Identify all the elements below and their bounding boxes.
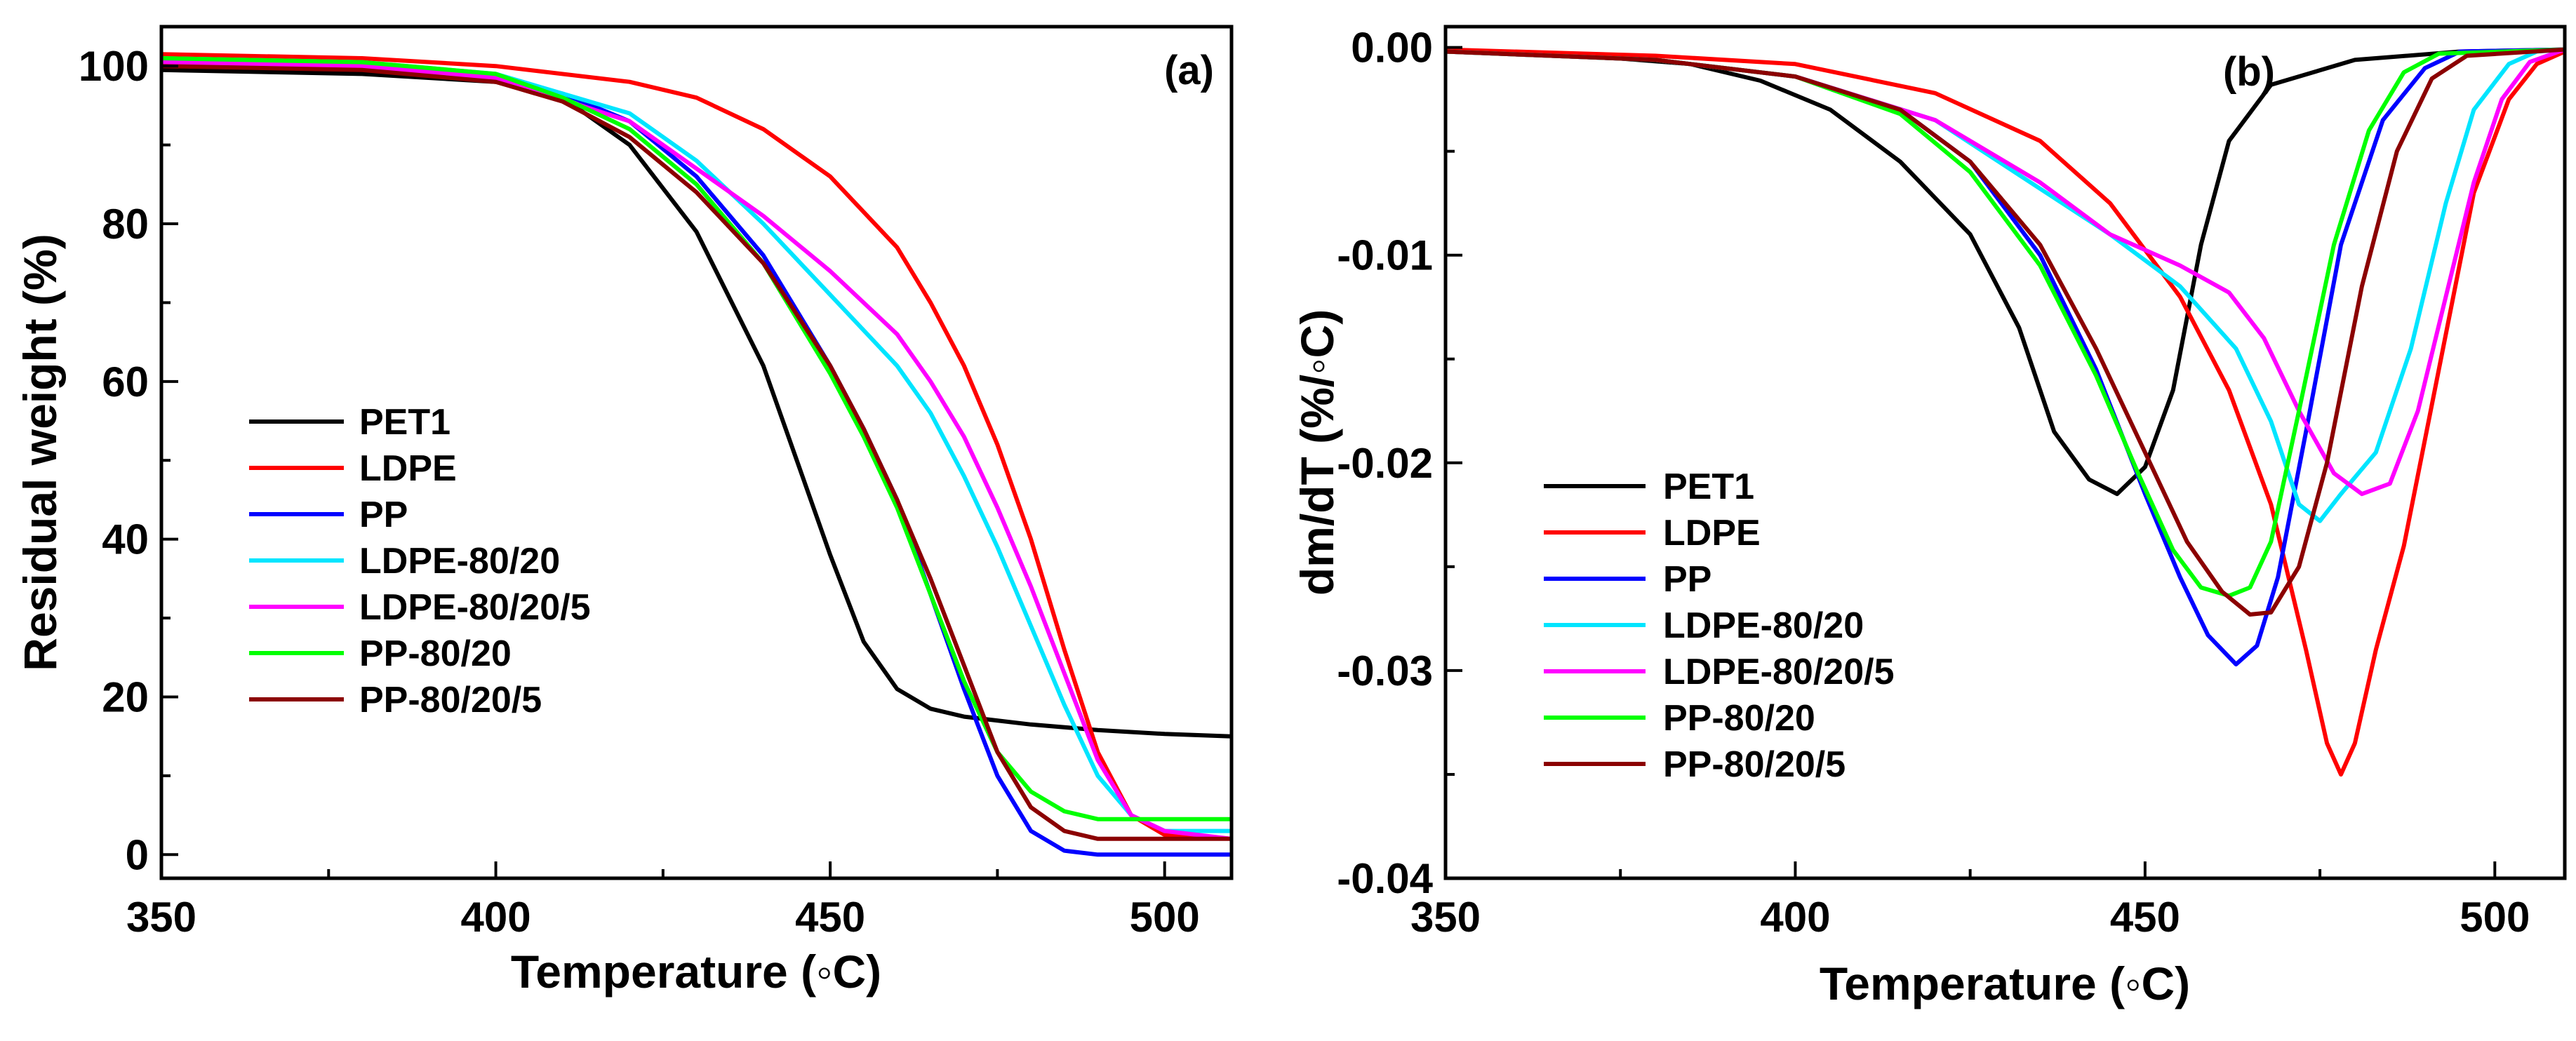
panel-b-series-line-5 xyxy=(1445,47,2565,598)
panel-b-y-axis-title: dm/dT (%/◦C) xyxy=(1291,309,1343,596)
panel-b-x-tick-label: 400 xyxy=(1760,894,1830,941)
panel-b-series-line-1 xyxy=(1445,47,2566,777)
panel-a-plot-frame xyxy=(159,25,1234,880)
panel-b-legend-label-4: LDPE-80/20/5 xyxy=(1663,652,1895,692)
panel-b-x-tick-label: 450 xyxy=(2110,894,2180,941)
panel-b-legend-label-2: PP xyxy=(1663,559,1711,600)
panel-a-x-axis-title: Temperature (◦C) xyxy=(511,946,881,998)
panel-a-series-line-1 xyxy=(161,52,1232,841)
panel-b-legend-label-0: PET1 xyxy=(1663,466,1754,507)
panel-a-series-lines xyxy=(161,52,1232,857)
panel-b-x-tick-label: 500 xyxy=(2460,894,2530,941)
panel-a-x-tick-label: 500 xyxy=(1130,894,1200,941)
panel-b-tick-labels: 350 400 450 500 0.00 -0.01 -0.02 -0.03 -0.04 xyxy=(1337,25,2530,941)
panel-b-label: (b) xyxy=(2223,49,2275,95)
panel-a-ticks xyxy=(160,65,1166,878)
panel-a-tick-labels: 350 400 450 500 0 20 40 60 80 100 xyxy=(79,43,1200,941)
panel-b-x-axis-title: Temperature (◦C) xyxy=(1820,958,2190,1009)
panel-a-y-axis-title: Residual weight (%) xyxy=(14,234,66,671)
panel-a-label: (a) xyxy=(1164,48,1214,93)
panel-b-plot-frame xyxy=(1443,25,2567,880)
panel-a-x-tick-label: 400 xyxy=(461,894,531,941)
panel-b-y-tick-label: -0.01 xyxy=(1337,232,1433,279)
panel-a-y-tick-label: 100 xyxy=(79,43,149,90)
panel-a-y-tick-label: 0 xyxy=(126,831,149,878)
panel-b-series-lines xyxy=(1445,47,2566,777)
panel-a-series-line-3 xyxy=(161,56,1232,833)
panel-a-chart: 350 400 450 500 0 20 40 60 80 100 Temperature (◦C… xyxy=(14,25,1234,998)
panel-a-legend-label-5: PP-80/20 xyxy=(359,633,512,674)
panel-b-series-line-6 xyxy=(1445,47,2565,617)
panel-b-legend-label-1: LDPE xyxy=(1663,513,1761,553)
panel-b-y-tick-label: -0.03 xyxy=(1337,647,1433,694)
panel-b-ticks xyxy=(1444,46,2497,880)
panel-b-chart: 350 400 450 500 0.00 -0.01 -0.02 -0.03 -0.04 Tem… xyxy=(1291,25,2567,1009)
panel-a-series-line-6 xyxy=(161,64,1232,841)
panel-a-y-tick-label: 80 xyxy=(102,201,149,248)
panel-a-legend-label-2: PP xyxy=(359,495,408,535)
panel-a-x-tick-label: 350 xyxy=(126,894,196,941)
panel-a-y-tick-label: 60 xyxy=(102,358,149,405)
panel-a-legend: PET1 LDPE PP LDPE-80/20 LDPE-80/20/5 PP-80/20… xyxy=(249,402,591,720)
panel-a-y-tick-label: 40 xyxy=(102,516,149,563)
panel-b-legend: PET1 LDPE PP LDPE-80/20 LDPE-80/20/5 PP-80/20… xyxy=(1544,466,1895,785)
panel-b-series-line-0 xyxy=(1445,47,2565,497)
panel-a-legend-label-6: PP-80/20/5 xyxy=(359,680,542,720)
panel-b-legend-label-5: PP-80/20 xyxy=(1663,698,1815,739)
panel-a-legend-label-0: PET1 xyxy=(359,402,451,443)
panel-b-legend-label-3: LDPE-80/20 xyxy=(1663,605,1864,646)
panel-b-legend-label-6: PP-80/20/5 xyxy=(1663,744,1846,785)
panel-a-x-tick-label: 450 xyxy=(795,894,865,941)
panel-a-legend-label-3: LDPE-80/20 xyxy=(359,541,560,582)
panel-b-y-tick-label: -0.04 xyxy=(1337,855,1433,902)
panel-b-x-tick-label: 350 xyxy=(1410,894,1481,941)
panel-a-series-line-5 xyxy=(161,56,1232,821)
panel-a-legend-label-1: LDPE xyxy=(359,448,457,489)
panel-a-legend-label-4: LDPE-80/20/5 xyxy=(359,587,591,628)
panel-b-y-tick-label: 0.00 xyxy=(1351,25,1433,72)
panel-a-y-tick-label: 20 xyxy=(102,673,149,720)
panel-b-y-tick-label: -0.02 xyxy=(1337,440,1433,487)
